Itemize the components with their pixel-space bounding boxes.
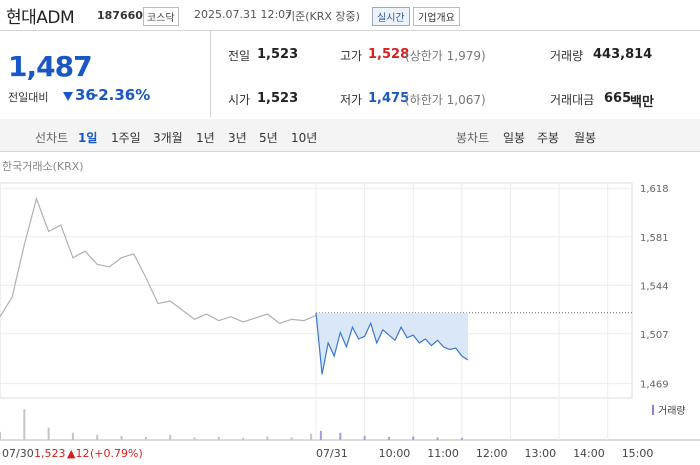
- volume-bar: [412, 436, 415, 440]
- stock-name: 현대ADM: [6, 8, 75, 28]
- footer-price: 1,523: [34, 447, 66, 460]
- tab[interactable]: 월봉: [574, 131, 597, 145]
- tab[interactable]: 주봉: [537, 131, 560, 145]
- volume-bar: [96, 434, 99, 440]
- x-tick-label: 13:00: [524, 447, 556, 460]
- company-button[interactable]: 기업개요: [413, 7, 460, 26]
- stat-value: 665: [604, 91, 632, 106]
- x-tick-label: 11:00: [427, 447, 459, 460]
- source: 한국거래소(KRX): [2, 160, 84, 173]
- footer-date: 07/30: [2, 447, 34, 460]
- volume-bar: [47, 427, 50, 440]
- tab[interactable]: 5년: [259, 131, 278, 145]
- volume-bar: [169, 434, 172, 440]
- stat-label: 거래량: [550, 49, 584, 63]
- stat-note: (하한가 1,067): [405, 93, 486, 107]
- market-badge: 코스닥: [143, 7, 179, 26]
- stat-label: 저가: [340, 93, 363, 107]
- volume-bar: [339, 432, 342, 440]
- chart: 한국거래소(KRX) 1,469 1,507 1,544 1,581 1,618 07/3…: [0, 160, 700, 460]
- stock-code: 187660: [97, 9, 143, 22]
- volume-bar: [193, 437, 196, 440]
- stat-value: 1,528: [368, 47, 410, 62]
- volume-bar: [23, 409, 26, 440]
- volume-bar: [387, 436, 390, 440]
- stat-value: 1,523: [257, 47, 299, 62]
- change-pct: -2.36%: [92, 86, 151, 104]
- divider: [210, 30, 211, 118]
- footer-change: ▲12: [67, 447, 89, 460]
- volume-bar: [0, 431, 1, 440]
- volume-bar: [71, 432, 74, 440]
- tab-bar: [0, 119, 700, 152]
- tab[interactable]: 10년: [291, 131, 318, 145]
- volume-bar: [319, 430, 322, 440]
- footer-pct: (+0.79%): [90, 447, 143, 460]
- price-line: [315, 312, 469, 375]
- stat-label: 고가: [340, 49, 363, 63]
- current-price: 1,487: [8, 50, 93, 83]
- header: 현대ADM 187660 코스닥 2025.07.31 12:07 기준(KRX…: [0, 0, 700, 30]
- stat-unit: 백만: [630, 95, 654, 110]
- tab[interactable]: 1주일: [111, 131, 141, 145]
- volume-bar: [290, 437, 293, 440]
- volume-bar: [436, 437, 439, 440]
- volume-bar: [363, 435, 366, 440]
- tab[interactable]: 3년: [228, 131, 247, 145]
- volume-bar: [120, 435, 123, 440]
- x-tick-label: 10:00: [379, 447, 411, 460]
- y-tick-label: 1,507: [640, 330, 669, 341]
- volume-bar: [266, 436, 269, 440]
- price-line: [0, 196, 317, 324]
- down-arrow: [63, 92, 73, 101]
- stat-label: 전일: [228, 49, 251, 63]
- tab[interactable]: 1일: [78, 131, 98, 145]
- x-tick-label: 15:00: [622, 447, 654, 460]
- volume-bar: [460, 437, 463, 440]
- x-tick-label: 12:00: [476, 447, 508, 460]
- tab-group-label: 선차트: [35, 131, 69, 145]
- y-tick-label: 1,469: [640, 380, 669, 391]
- stat-note: (상한가 1,979): [405, 49, 486, 63]
- volume-legend-swatch: [652, 405, 654, 415]
- volume-bar: [144, 436, 147, 440]
- y-tick-label: 1,618: [640, 184, 669, 195]
- basis: 기준(KRX 장중): [285, 10, 360, 23]
- change-value: 36: [75, 86, 96, 104]
- x-tick-label: 14:00: [573, 447, 605, 460]
- tab[interactable]: 일봉: [503, 131, 526, 145]
- y-tick-label: 1,544: [640, 281, 669, 292]
- change-label: 전일대비: [8, 91, 49, 104]
- tab-group-label: 봉차트: [456, 131, 490, 145]
- stat-label: 거래대금: [550, 93, 595, 107]
- volume-bar: [310, 433, 313, 440]
- datetime: 2025.07.31 12:07: [194, 8, 293, 21]
- stat-value: 443,814: [593, 47, 653, 62]
- stat-label: 시가: [228, 93, 251, 107]
- x-tick-label: 07/31: [316, 447, 348, 460]
- volume-legend: 거래량: [658, 405, 686, 417]
- volume-bar: [242, 437, 245, 440]
- stat-value: 1,475: [368, 91, 410, 106]
- area-fill: [316, 312, 468, 375]
- realtime-button[interactable]: 실시간: [372, 7, 410, 26]
- volume-bar: [217, 436, 220, 440]
- tab[interactable]: 1년: [196, 131, 215, 145]
- y-tick-label: 1,581: [640, 233, 669, 244]
- stat-value: 1,523: [257, 91, 299, 106]
- tab[interactable]: 3개월: [153, 131, 183, 145]
